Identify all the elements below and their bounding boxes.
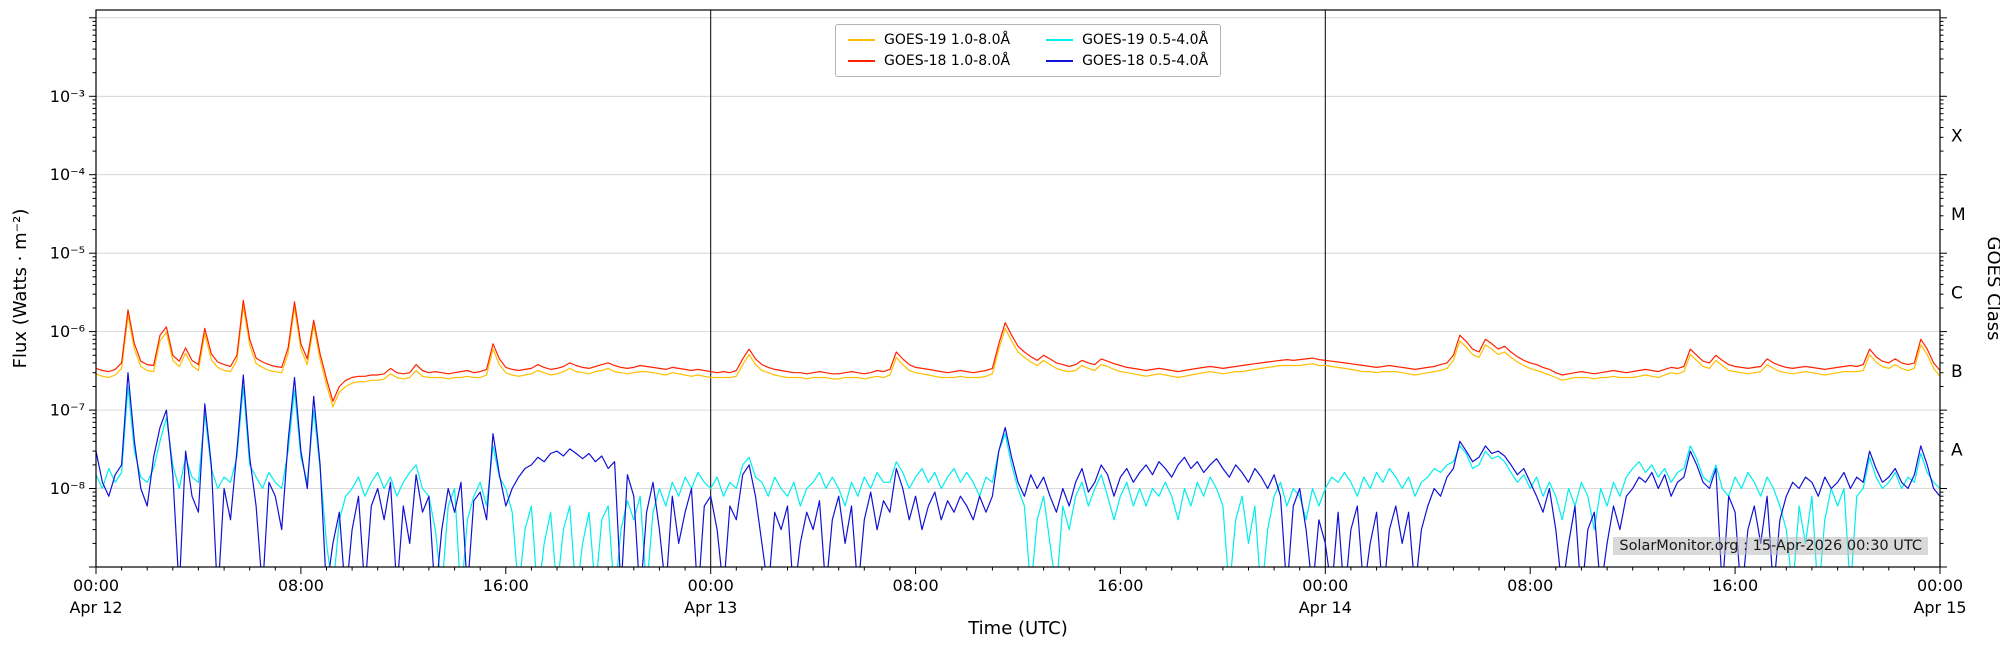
x-axis-title: Time (UTC) bbox=[967, 618, 1068, 639]
svg-text:00:00: 00:00 bbox=[1302, 576, 1348, 595]
svg-text:00:00: 00:00 bbox=[73, 576, 119, 595]
svg-text:Apr 15: Apr 15 bbox=[1913, 598, 1966, 617]
watermark: SolarMonitor.org : 15-Apr-2026 00:30 UTC bbox=[1613, 537, 1928, 555]
svg-text:A: A bbox=[1951, 440, 1963, 460]
legend-label: GOES-18 1.0-8.0Å bbox=[884, 53, 1011, 69]
legend-line-swatch bbox=[1046, 60, 1074, 62]
series-goes18-long bbox=[96, 299, 1940, 402]
svg-text:B: B bbox=[1951, 362, 1963, 382]
svg-text:Apr 12: Apr 12 bbox=[69, 598, 122, 617]
svg-text:08:00: 08:00 bbox=[1507, 576, 1553, 595]
x-axis-ticks bbox=[95, 567, 1941, 574]
legend-label: GOES-19 1.0-8.0Å bbox=[884, 32, 1011, 48]
legend-entry-goes18-short: GOES-18 0.5-4.0Å bbox=[1046, 53, 1208, 69]
svg-text:08:00: 08:00 bbox=[278, 576, 324, 595]
day-boundary-lines bbox=[710, 10, 1326, 567]
series-goes19-long bbox=[96, 305, 1940, 408]
chart-legend: GOES-19 1.0-8.0Å GOES-18 1.0-8.0Å GOES-1… bbox=[835, 24, 1222, 77]
svg-text:X: X bbox=[1951, 127, 1963, 147]
svg-text:Apr 14: Apr 14 bbox=[1299, 598, 1352, 617]
y-axis-labels: 10⁻³ 10⁻⁴ 10⁻⁵ 10⁻⁶ 10⁻⁷ 10⁻⁸ bbox=[50, 87, 85, 498]
legend-line-swatch bbox=[1046, 39, 1074, 41]
svg-text:00:00: 00:00 bbox=[688, 576, 734, 595]
svg-text:00:00: 00:00 bbox=[1917, 576, 1963, 595]
legend-entry-goes19-long: GOES-19 1.0-8.0Å bbox=[848, 32, 1010, 48]
svg-text:10⁻³: 10⁻³ bbox=[50, 87, 85, 106]
y-axis-ticks bbox=[89, 17, 1947, 568]
legend-entry-goes19-short: GOES-19 0.5-4.0Å bbox=[1046, 32, 1208, 48]
y-axis-title: Flux (Watts · m⁻²) bbox=[10, 209, 31, 369]
legend-entry-goes18-long: GOES-18 1.0-8.0Å bbox=[848, 53, 1010, 69]
svg-text:16:00: 16:00 bbox=[1712, 576, 1758, 595]
svg-text:10⁻⁶: 10⁻⁶ bbox=[50, 322, 85, 341]
svg-text:M: M bbox=[1951, 205, 1966, 225]
series-goes18-short bbox=[96, 372, 1940, 567]
svg-text:10⁻⁷: 10⁻⁷ bbox=[50, 401, 85, 420]
svg-text:10⁻⁸: 10⁻⁸ bbox=[50, 479, 85, 498]
right-axis-title: GOES Class bbox=[1983, 237, 2000, 341]
svg-text:10⁻⁵: 10⁻⁵ bbox=[50, 244, 85, 263]
x-axis-labels: 00:00 Apr 12 08:00 16:00 00:00 Apr 13 08:00 16:… bbox=[69, 576, 1966, 617]
svg-text:16:00: 16:00 bbox=[1097, 576, 1143, 595]
svg-text:Apr 13: Apr 13 bbox=[684, 598, 737, 617]
svg-text:C: C bbox=[1951, 283, 1963, 303]
svg-text:10⁻⁴: 10⁻⁴ bbox=[50, 165, 85, 184]
svg-text:08:00: 08:00 bbox=[893, 576, 939, 595]
y-gridlines bbox=[96, 17, 1940, 489]
legend-line-swatch bbox=[848, 39, 875, 41]
legend-line-swatch bbox=[848, 60, 875, 62]
goes-class-letters: X M C B A bbox=[1951, 127, 1966, 461]
legend-label: GOES-19 0.5-4.0Å bbox=[1082, 32, 1209, 48]
legend-label: GOES-18 0.5-4.0Å bbox=[1082, 53, 1209, 69]
svg-text:16:00: 16:00 bbox=[483, 576, 529, 595]
series-goes19-short bbox=[96, 385, 1940, 567]
